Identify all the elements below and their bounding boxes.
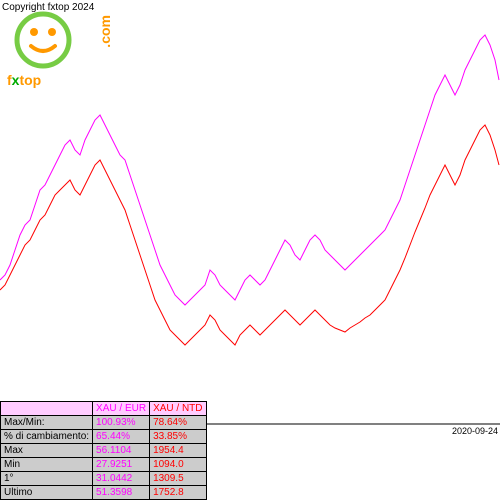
row-s1: 56.1104 (93, 444, 150, 458)
row-s1: 51.3598 (93, 486, 150, 500)
row-s2: 33.85% (150, 430, 206, 444)
row-s1: 27.9251 (93, 458, 150, 472)
row-s2: 1954.4 (150, 444, 206, 458)
row-s2: 1094.0 (150, 458, 206, 472)
row-s1: 65.44% (93, 430, 150, 444)
row-s2: 78.64% (150, 416, 206, 430)
row-label: 1° (1, 472, 93, 486)
stats-table: XAU / EUR XAU / NTD Max/Min:100.93%78.64… (0, 401, 207, 500)
row-s2: 1309.5 (150, 472, 206, 486)
col-blank (1, 402, 93, 416)
row-s1: 100.93% (93, 416, 150, 430)
row-label: Max/Min: (1, 416, 93, 430)
row-label: % di cambiamento: (1, 430, 93, 444)
table-header: XAU / EUR XAU / NTD (1, 402, 207, 416)
table-row: Ultimo51.35981752.8 (1, 486, 207, 500)
row-label: Max (1, 444, 93, 458)
table-row: 1°31.04421309.5 (1, 472, 207, 486)
table-row: Max56.11041954.4 (1, 444, 207, 458)
x-end: 2020-09-24 (452, 426, 498, 436)
table-row: Min27.92511094.0 (1, 458, 207, 472)
col-series1: XAU / EUR (93, 402, 150, 416)
line-chart (0, 10, 500, 425)
row-s2: 1752.8 (150, 486, 206, 500)
row-label: Min (1, 458, 93, 472)
table-row: Max/Min:100.93%78.64% (1, 416, 207, 430)
row-label: Ultimo (1, 486, 93, 500)
table-row: % di cambiamento:65.44%33.85% (1, 430, 207, 444)
col-series2: XAU / NTD (150, 402, 206, 416)
row-s1: 31.0442 (93, 472, 150, 486)
